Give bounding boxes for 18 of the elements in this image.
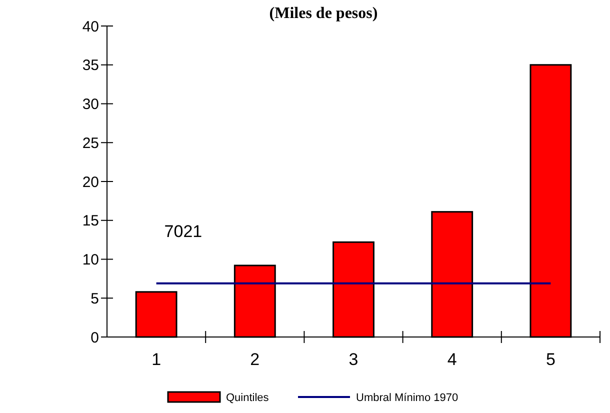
x-tick-label: 1 [152,350,162,369]
y-tick-label: 35 [82,57,99,74]
annotation: 7021 [164,222,202,241]
y-tick-label: 0 [90,329,99,346]
y-tick-label: 10 [82,252,99,268]
y-tick-label: 5 [90,290,99,308]
y-tick-label: 40 [82,18,99,36]
legend-label: Umbral Mínimo 1970 [356,392,458,404]
x-tick-label: 2 [250,350,260,369]
legend-label: Quintiles [226,392,270,404]
chart-title: (Miles de pesos) [269,5,378,22]
y-tick-label: 25 [82,134,99,152]
y-tick-label: 15 [82,212,99,230]
x-tick-label: 4 [447,350,457,369]
x-tick-label: 5 [546,350,556,369]
y-tick-label: 30 [82,96,99,113]
y-tick-label: 20 [82,174,99,191]
x-tick-label: 3 [348,350,358,369]
